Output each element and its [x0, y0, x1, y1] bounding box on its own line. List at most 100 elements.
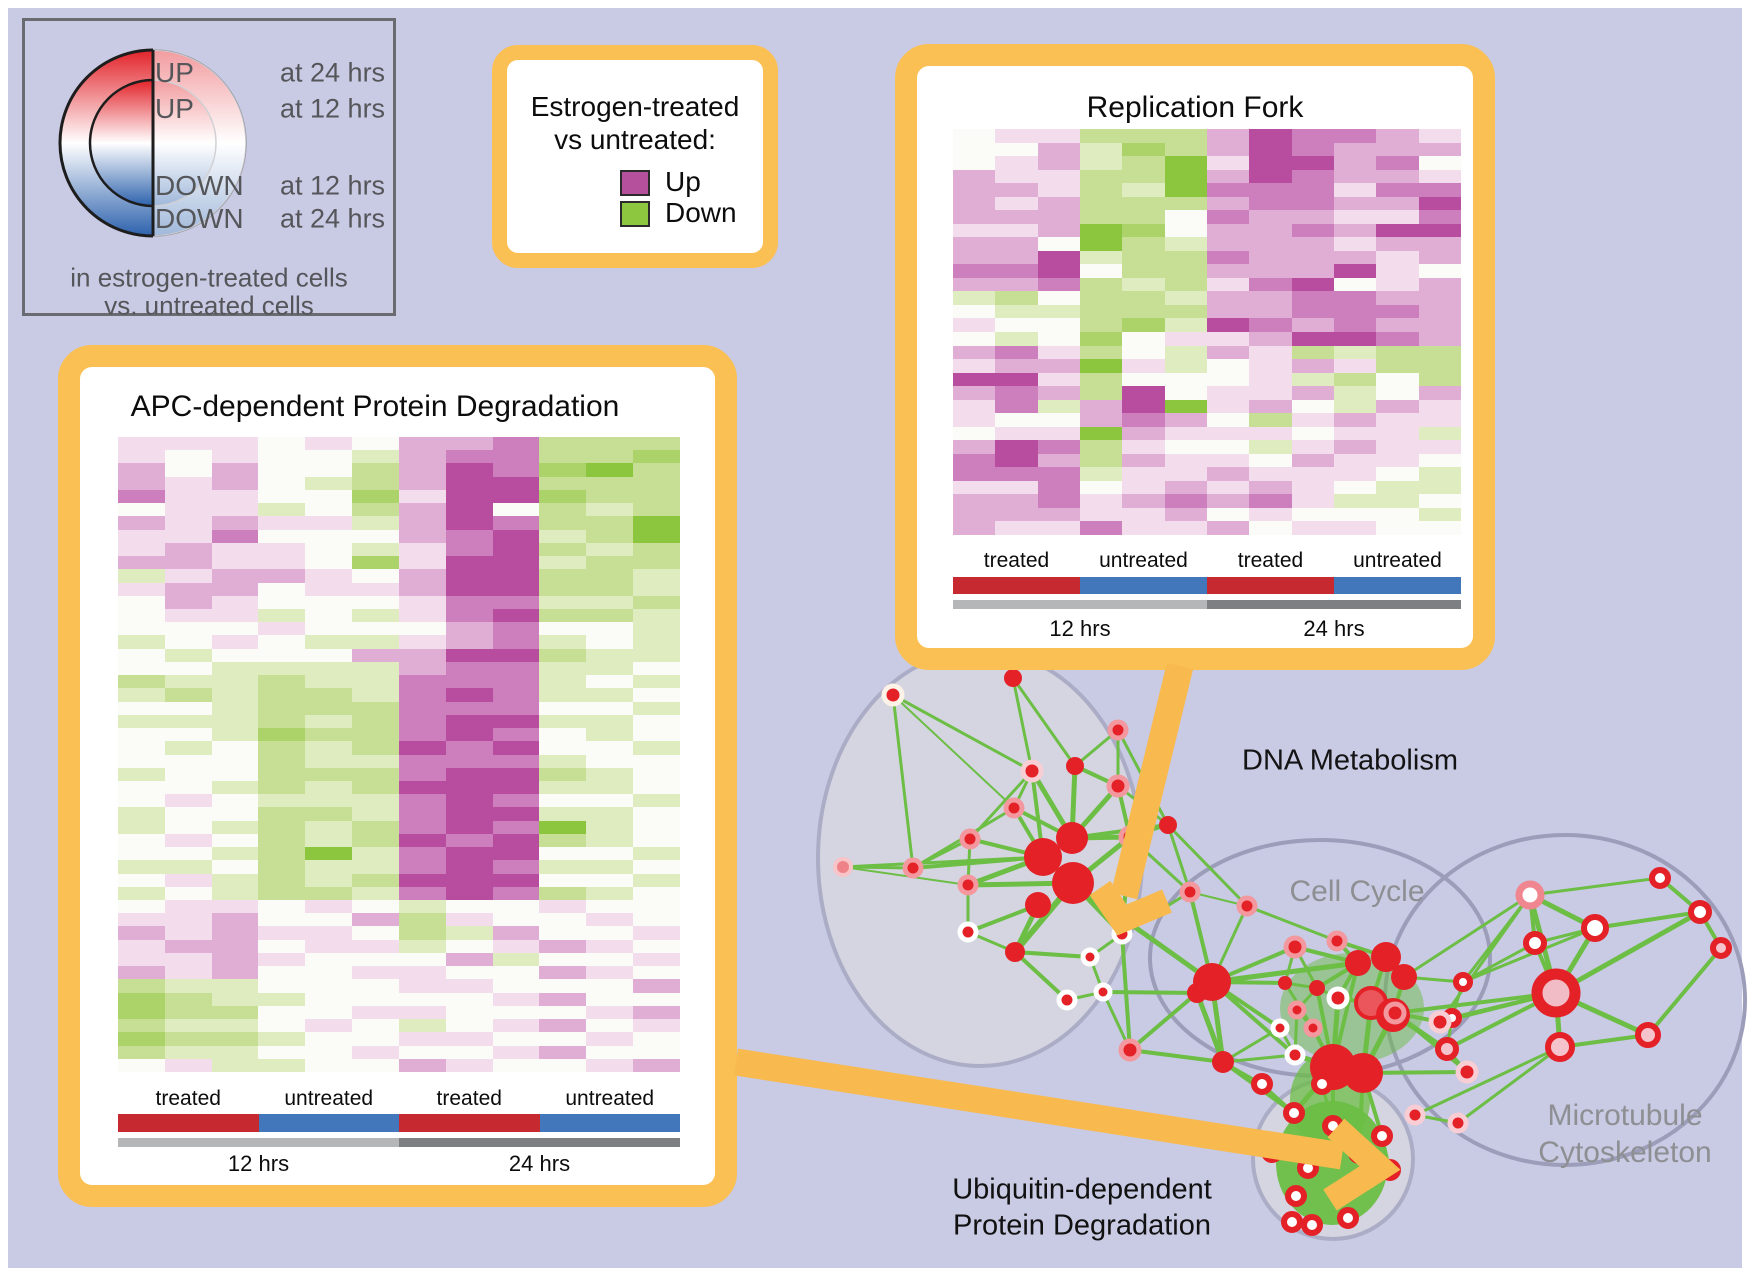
heatmap-cell — [1291, 237, 1334, 251]
heatmap-cell — [164, 992, 212, 1006]
heatmap-cell — [1122, 223, 1165, 238]
condition-label-untreated-1: untreated — [284, 1087, 374, 1110]
heatmap-cell — [1164, 129, 1207, 143]
heatmap-cell — [258, 437, 306, 451]
heatmap-cell — [586, 754, 634, 768]
heatmap-cell — [1418, 183, 1461, 197]
heatmap-cell — [539, 463, 587, 477]
network-node-c16 — [1435, 1037, 1459, 1061]
heatmap-cell — [445, 1032, 493, 1046]
network-node-b0 — [1193, 963, 1231, 1001]
heatmap-cell — [953, 521, 996, 535]
heatmap-cell — [539, 529, 587, 543]
heatmap-cell — [305, 847, 353, 861]
heatmap-cell — [305, 807, 353, 821]
heatmap-cell — [492, 900, 540, 914]
heatmap-cell — [211, 939, 259, 953]
heatmap-cell — [445, 675, 493, 689]
heatmap-cell — [211, 952, 259, 967]
heatmap-cell — [492, 886, 540, 901]
heatmap-cell — [995, 169, 1038, 184]
heatmap-cell — [445, 714, 493, 729]
heatmap-cell — [1249, 426, 1292, 441]
heatmap-cell — [352, 794, 399, 808]
heatmap-cell — [1164, 426, 1207, 441]
heatmap-cell — [586, 556, 634, 570]
heatmap-cell — [1333, 304, 1377, 319]
heatmap-cell — [1376, 156, 1419, 170]
heatmap-cell — [118, 661, 165, 676]
heatmap-cell — [1037, 156, 1080, 170]
heatmap-cell — [305, 794, 353, 808]
heatmap-cell — [164, 701, 212, 715]
apc-panel-title: APC-dependent Protein Degradation — [130, 390, 620, 423]
heatmap-cell — [211, 463, 259, 477]
heatmap-cell — [539, 437, 587, 451]
heatmap-cell — [305, 503, 353, 517]
time-label-12-hrs: 12 hrs — [1049, 616, 1111, 641]
heatmap-cell — [995, 264, 1038, 278]
heatmap-cell — [1376, 291, 1419, 305]
heatmap-cell — [352, 489, 399, 504]
network-node-c2 — [1345, 950, 1371, 976]
heatmap-cell — [1079, 223, 1123, 238]
heatmap-cell — [164, 542, 212, 557]
heatmap-cell — [1418, 372, 1461, 387]
heatmap-cell — [1418, 413, 1461, 427]
heatmap-cell — [492, 913, 540, 927]
heatmap-cell — [1333, 169, 1377, 184]
heatmap-cell — [1376, 494, 1419, 508]
heatmap-cell — [445, 966, 493, 980]
network-node-m4 — [1545, 1032, 1575, 1062]
heatmap-cell — [211, 622, 259, 636]
heatmap-cell — [633, 979, 680, 993]
heatmap-cell — [1206, 480, 1250, 495]
heatmap-cell — [445, 450, 493, 464]
heatmap-cell — [118, 1058, 165, 1072]
heatmap-cell — [1122, 277, 1165, 292]
network-edge — [1011, 677, 1034, 772]
heatmap-cell — [305, 476, 353, 490]
heatmap-cell — [492, 714, 540, 729]
heatmap-cell — [1206, 291, 1250, 305]
network-node-u7 — [1285, 1185, 1307, 1207]
heatmap-cell — [633, 595, 680, 609]
heatmap-cell — [1164, 386, 1207, 400]
heatmap-cell — [352, 476, 399, 490]
network-node-m12 — [1447, 1112, 1469, 1134]
heatmap-cell — [211, 780, 259, 795]
heatmap-cell — [164, 741, 212, 755]
heatmap-cell — [258, 833, 306, 848]
heatmap-cell — [118, 807, 165, 821]
heatmap-cell — [539, 714, 587, 729]
network-node-m9 — [1383, 1001, 1407, 1025]
network-edge — [1529, 876, 1661, 897]
heatmap-cell — [1122, 156, 1165, 170]
network-node-x0 — [1236, 895, 1258, 917]
network-node-u1 — [1322, 1115, 1344, 1137]
heatmap-cell — [1079, 332, 1123, 346]
network-node-u0 — [1283, 1102, 1305, 1124]
heatmap-cell — [1376, 440, 1419, 454]
heatmap-cell — [211, 503, 259, 517]
heatmap-cell — [164, 635, 212, 649]
heatmap-cell — [1376, 183, 1419, 197]
heatmap-cell — [1333, 494, 1377, 508]
heatmap-cell — [953, 440, 996, 454]
heatmap-cell — [398, 754, 446, 768]
heatmap-cell — [539, 556, 587, 570]
heatmap-cell — [258, 1032, 306, 1046]
heatmap-cell — [1164, 304, 1207, 319]
heatmap-cell — [1122, 426, 1165, 441]
heatmap-cell — [586, 476, 634, 490]
heatmap-cell — [352, 437, 399, 451]
heatmap-cell — [492, 608, 540, 623]
heatmap-cell — [118, 569, 165, 583]
network-node-u9 — [1301, 1214, 1323, 1236]
heatmap-cell — [445, 794, 493, 808]
heatmap-cell — [1376, 386, 1419, 400]
network-node-d2 — [1020, 759, 1044, 783]
network-node-d13 — [1052, 862, 1094, 904]
heatmap-cell — [586, 886, 634, 901]
heatmap-cell — [211, 794, 259, 808]
